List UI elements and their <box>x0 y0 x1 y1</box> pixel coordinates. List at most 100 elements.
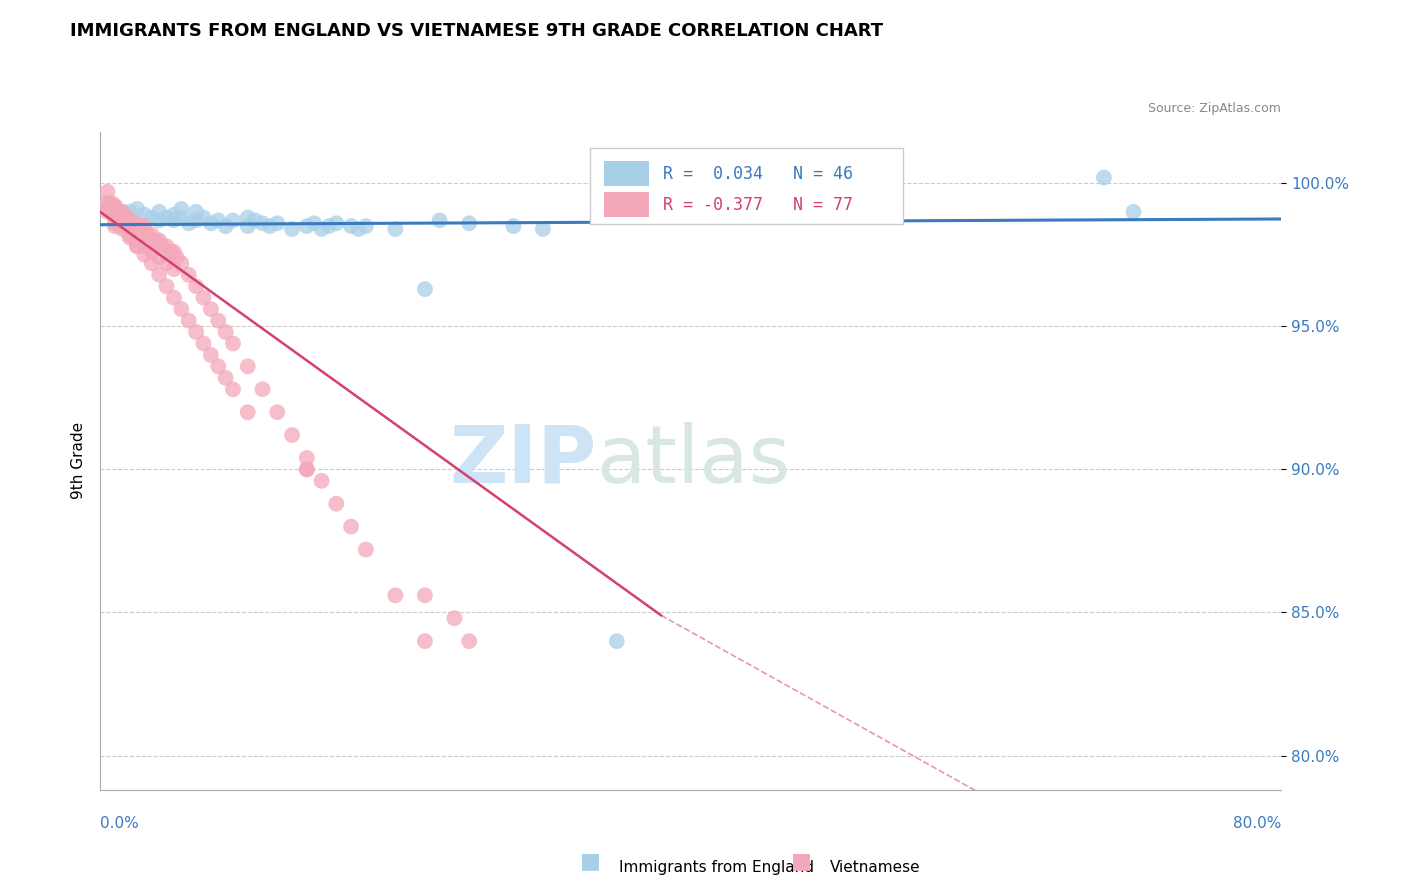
Point <box>207 213 229 227</box>
Point <box>111 222 134 236</box>
Point <box>115 211 138 225</box>
Point <box>311 222 333 236</box>
Point <box>281 428 304 442</box>
Point <box>148 213 170 227</box>
Point <box>222 382 245 396</box>
Point <box>252 216 274 230</box>
Point <box>259 219 281 234</box>
Point <box>193 211 215 225</box>
Point <box>145 234 167 248</box>
Point <box>295 450 318 465</box>
Text: 80.0%: 80.0% <box>1233 816 1281 831</box>
Point <box>104 199 127 213</box>
Point <box>295 462 318 476</box>
Point <box>155 239 177 253</box>
Point <box>184 213 207 227</box>
Point <box>295 219 318 234</box>
Point <box>347 222 370 236</box>
Point <box>236 359 259 374</box>
Point <box>413 634 436 648</box>
Point <box>163 213 186 227</box>
FancyBboxPatch shape <box>605 161 650 186</box>
Point <box>354 219 377 234</box>
Point <box>236 211 259 225</box>
Point <box>148 234 170 248</box>
Point <box>148 251 170 265</box>
Point <box>101 196 124 211</box>
Point <box>104 199 127 213</box>
Point <box>125 234 148 248</box>
Point <box>134 219 156 234</box>
Point <box>141 211 163 225</box>
Point <box>155 279 177 293</box>
Text: 0.0%: 0.0% <box>100 816 139 831</box>
Text: ■: ■ <box>792 851 811 871</box>
Text: atlas: atlas <box>596 422 790 500</box>
Point <box>163 291 186 305</box>
Text: ZIP: ZIP <box>449 422 596 500</box>
Point <box>96 204 118 219</box>
Point <box>193 336 215 351</box>
Point <box>413 588 436 602</box>
Point <box>163 244 186 259</box>
Text: Vietnamese: Vietnamese <box>830 860 920 874</box>
Point <box>155 256 177 270</box>
Point <box>318 219 340 234</box>
Point <box>136 227 159 242</box>
Point <box>281 222 304 236</box>
Point <box>170 302 193 317</box>
Point <box>111 204 134 219</box>
Point <box>606 634 628 648</box>
Point <box>148 204 170 219</box>
Point <box>141 256 163 270</box>
Point <box>184 325 207 339</box>
Point <box>458 216 481 230</box>
Point <box>101 204 124 219</box>
Point <box>96 196 118 211</box>
Point <box>166 251 188 265</box>
Point <box>340 519 363 533</box>
Point <box>325 497 347 511</box>
Point <box>111 219 134 234</box>
Point <box>134 239 156 253</box>
Point <box>104 216 127 230</box>
Point <box>243 213 266 227</box>
Point <box>121 219 143 234</box>
Point <box>148 268 170 282</box>
Point <box>222 213 245 227</box>
FancyBboxPatch shape <box>591 148 903 224</box>
Y-axis label: 9th Grade: 9th Grade <box>72 422 86 500</box>
Point <box>170 211 193 225</box>
Point <box>177 313 200 327</box>
Point <box>118 230 141 244</box>
Point <box>163 262 186 277</box>
Point <box>118 227 141 242</box>
Point <box>177 216 200 230</box>
Point <box>163 208 186 222</box>
Point <box>502 219 524 234</box>
Point <box>354 542 377 557</box>
Point <box>413 282 436 296</box>
Text: ■: ■ <box>581 851 600 871</box>
Point <box>214 371 236 385</box>
Point <box>96 185 118 199</box>
Point <box>384 588 406 602</box>
Point <box>118 213 141 227</box>
Point <box>193 291 215 305</box>
Text: Source: ZipAtlas.com: Source: ZipAtlas.com <box>1149 103 1281 115</box>
Point <box>295 462 318 476</box>
Point <box>125 239 148 253</box>
Point <box>236 219 259 234</box>
Point <box>160 244 183 259</box>
Point <box>207 313 229 327</box>
Point <box>325 216 347 230</box>
Point <box>125 216 148 230</box>
Text: IMMIGRANTS FROM ENGLAND VS VIETNAMESE 9TH GRADE CORRELATION CHART: IMMIGRANTS FROM ENGLAND VS VIETNAMESE 9T… <box>70 22 883 40</box>
Point <box>222 336 245 351</box>
Point <box>134 248 156 262</box>
Point <box>184 279 207 293</box>
Point <box>458 634 481 648</box>
Text: R = -0.377   N = 77: R = -0.377 N = 77 <box>664 195 853 214</box>
Point <box>429 213 451 227</box>
Point <box>141 227 163 242</box>
